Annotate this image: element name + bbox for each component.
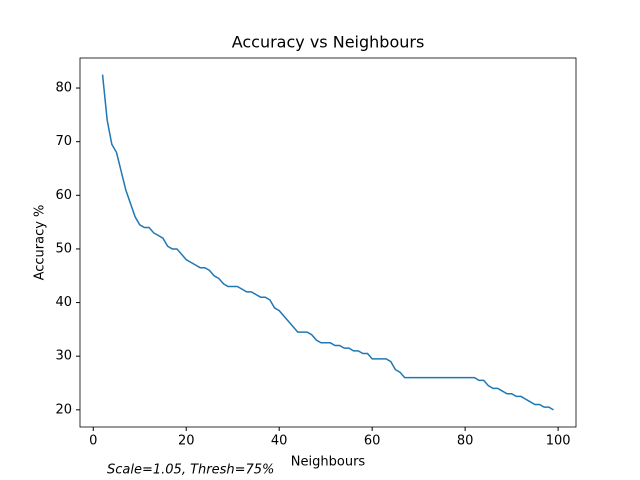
y-tick-label: 30 bbox=[55, 349, 72, 364]
y-tick-label: 80 bbox=[55, 81, 72, 96]
x-tick-label: 100 bbox=[546, 434, 571, 449]
y-tick-label: 60 bbox=[55, 188, 72, 203]
y-tick-label: 50 bbox=[55, 241, 72, 256]
x-tick-label: 0 bbox=[89, 434, 97, 449]
chart-title: Accuracy vs Neighbours bbox=[232, 33, 425, 52]
x-tick-label: 80 bbox=[457, 434, 474, 449]
y-tick-label: 70 bbox=[55, 134, 72, 149]
x-tick-label: 60 bbox=[364, 434, 381, 449]
y-axis-label: Accuracy % bbox=[33, 205, 48, 281]
x-axis-label: Neighbours bbox=[291, 455, 366, 470]
y-tick-label: 20 bbox=[55, 402, 72, 417]
annotation: Scale=1.05, Thresh=75% bbox=[107, 463, 274, 478]
axes-frame bbox=[79, 57, 577, 428]
y-tick-label: 40 bbox=[55, 295, 72, 310]
x-tick-label: 40 bbox=[271, 434, 288, 449]
data-line bbox=[101, 74, 554, 411]
x-tick-label: 20 bbox=[178, 434, 195, 449]
